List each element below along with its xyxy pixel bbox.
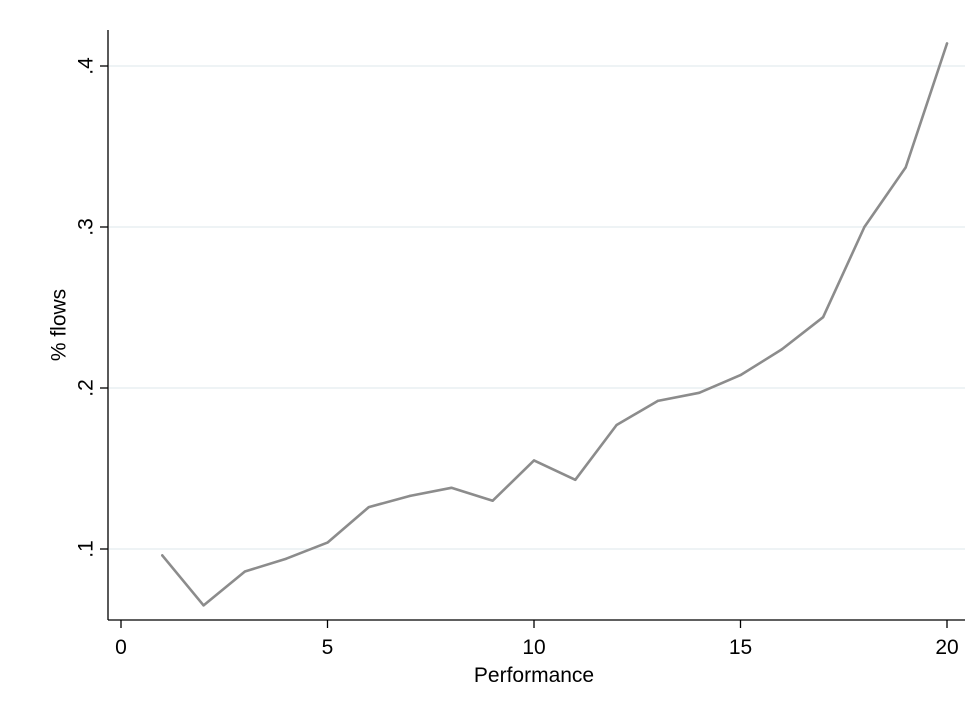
data-point <box>656 399 660 403</box>
axes <box>107 30 965 621</box>
data-point <box>698 391 701 395</box>
data-point <box>945 42 949 45</box>
data-point <box>450 486 453 490</box>
x-axis-title: Performance <box>474 664 594 687</box>
series-line <box>161 42 949 607</box>
data-point <box>821 315 825 319</box>
data-point <box>780 348 783 351</box>
series-layer <box>161 42 949 607</box>
data-point <box>739 373 742 377</box>
x-tick-label: 0 <box>115 636 127 659</box>
data-point <box>326 541 329 544</box>
y-tick-label: .2 <box>74 379 97 397</box>
y-tick-label: .4 <box>74 57 97 75</box>
x-tick-label: 5 <box>322 636 334 659</box>
x-tick-label: 15 <box>729 636 752 659</box>
data-point <box>615 423 618 427</box>
data-point <box>532 459 536 462</box>
y-tick-label: .1 <box>74 540 97 558</box>
data-point <box>367 505 370 509</box>
x-tick-label: 20 <box>935 636 958 659</box>
data-point <box>161 554 164 557</box>
data-point <box>904 166 907 169</box>
data-point <box>285 557 288 560</box>
data-point <box>243 570 247 573</box>
grid-lines <box>109 65 965 550</box>
y-axis-ticks: .1 .2 .3 .4 <box>74 57 108 558</box>
x-axis-ticks: 0 5 10 15 20 <box>115 620 959 659</box>
data-point <box>863 225 866 229</box>
y-tick-label: .3 <box>74 218 97 236</box>
x-tick-label: 10 <box>522 636 545 659</box>
data-point <box>491 499 494 502</box>
data-point <box>408 494 412 498</box>
data-point <box>574 478 577 481</box>
y-axis-title: % flows <box>47 289 70 361</box>
data-point <box>202 604 205 607</box>
